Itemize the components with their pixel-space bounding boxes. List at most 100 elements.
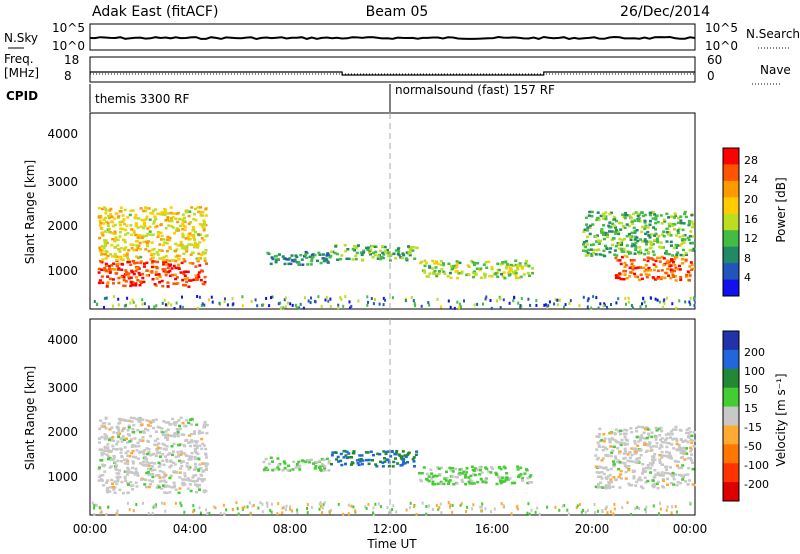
power-colorbar-swatch xyxy=(723,279,739,297)
power-cell xyxy=(147,240,150,243)
velocity-cell xyxy=(116,479,120,483)
velocity-cell xyxy=(122,418,126,422)
power-cell xyxy=(633,238,637,241)
power-cell xyxy=(290,254,294,257)
power-noise xyxy=(688,300,691,304)
power-cell xyxy=(300,258,304,261)
power-cell xyxy=(402,253,406,257)
power-cell xyxy=(190,206,194,209)
velocity-cell xyxy=(107,490,111,493)
velocity-noise xyxy=(352,505,355,509)
velocity-noise xyxy=(493,507,496,511)
power-cell xyxy=(185,210,188,214)
velocity-cell xyxy=(190,451,194,455)
velocity-cell xyxy=(347,452,351,455)
power-cell xyxy=(622,269,626,273)
power-cell xyxy=(139,207,143,210)
velocity-cell xyxy=(165,491,169,495)
power-cbar-tick: 12 xyxy=(744,232,758,245)
velocity-cell xyxy=(513,481,517,485)
velocity-cell xyxy=(618,461,622,464)
velocity-cell xyxy=(98,437,102,440)
x-tick: 16:00 xyxy=(475,522,510,536)
power-cell xyxy=(368,251,371,254)
power-cell xyxy=(660,255,664,259)
velocity-cell xyxy=(597,435,601,439)
velocity-cell xyxy=(644,427,647,431)
velocity-cell xyxy=(439,466,443,470)
velocity-cell xyxy=(646,479,650,483)
velocity-noise xyxy=(252,503,255,507)
power-cell xyxy=(604,231,608,235)
velocity-cell xyxy=(442,482,446,486)
velocity-cell xyxy=(174,455,178,459)
power-cell xyxy=(455,265,459,269)
power-cell xyxy=(189,253,193,256)
velocity-cell xyxy=(427,475,431,478)
power-cell xyxy=(620,243,623,247)
power-cell xyxy=(383,249,387,253)
power-cell xyxy=(354,254,358,258)
velocity-cell xyxy=(691,461,694,464)
power-cell xyxy=(633,219,637,222)
velocity-cell xyxy=(193,439,197,443)
power-cell xyxy=(185,250,189,253)
power-cell xyxy=(151,260,155,263)
velocity-cell xyxy=(282,460,286,463)
velocity-cell xyxy=(153,462,157,465)
velocity-colorbar-swatch xyxy=(723,425,739,445)
power-cell xyxy=(620,221,623,225)
power-cell xyxy=(449,276,453,280)
velocity-noise xyxy=(579,503,582,506)
velocity-cell xyxy=(308,461,311,464)
velocity-cell xyxy=(624,477,628,480)
velocity-cell xyxy=(443,477,447,480)
velocity-cell xyxy=(656,487,660,490)
power-noise xyxy=(592,295,595,299)
velocity-cell xyxy=(657,427,661,431)
velocity-cell xyxy=(597,485,600,489)
power-cell xyxy=(659,277,663,281)
velocity-cell xyxy=(100,459,104,462)
power-cell xyxy=(100,249,104,252)
power-cell xyxy=(618,272,622,275)
power-cell xyxy=(113,268,117,271)
power-cell xyxy=(519,264,523,268)
velocity-cell xyxy=(660,454,664,457)
velocity-cell xyxy=(131,471,135,475)
power-cell xyxy=(127,277,131,280)
velocity-cell xyxy=(643,441,647,444)
velocity-cell xyxy=(129,481,133,484)
velocity-cell xyxy=(687,467,691,470)
velocity-noise xyxy=(605,505,608,509)
velocity-noise xyxy=(415,513,418,516)
power-cell xyxy=(111,237,115,241)
power-noise xyxy=(117,297,120,301)
velocity-noise xyxy=(471,507,473,511)
velocity-cell xyxy=(115,482,119,486)
velocity-cell xyxy=(102,449,106,452)
power-noise xyxy=(661,305,664,309)
power-noise xyxy=(473,303,476,307)
power-cell xyxy=(198,223,202,226)
velocity-cell xyxy=(100,435,104,439)
power-cell xyxy=(153,260,157,263)
power-cell xyxy=(667,274,671,277)
power-cell xyxy=(405,251,409,254)
power-noise xyxy=(366,295,369,299)
velocity-cell xyxy=(611,449,615,452)
velocity-cell xyxy=(168,476,172,480)
power-cell xyxy=(205,234,209,237)
velocity-cell xyxy=(427,479,431,483)
power-cell xyxy=(200,253,204,257)
velocity-cell xyxy=(633,449,637,452)
velocity-cell xyxy=(668,472,672,476)
power-cell xyxy=(357,244,360,247)
power-noise xyxy=(458,306,461,310)
power-cell xyxy=(102,222,106,225)
power-cell xyxy=(188,261,192,265)
velocity-cell xyxy=(112,488,116,491)
power-cell xyxy=(623,237,626,241)
velocity-cell xyxy=(452,483,456,486)
velocity-cell xyxy=(186,487,190,490)
